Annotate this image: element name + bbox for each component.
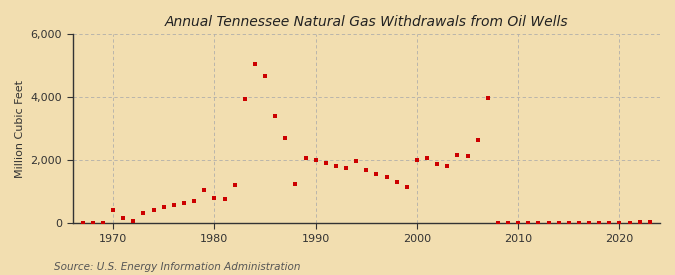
- Point: [554, 221, 564, 225]
- Point: [462, 154, 473, 159]
- Y-axis label: Million Cubic Feet: Million Cubic Feet: [15, 80, 25, 178]
- Point: [594, 221, 605, 225]
- Point: [543, 221, 554, 225]
- Point: [179, 200, 190, 205]
- Point: [584, 221, 595, 225]
- Point: [189, 199, 200, 203]
- Point: [442, 164, 453, 168]
- Point: [88, 221, 99, 225]
- Point: [290, 182, 301, 187]
- Point: [219, 197, 230, 202]
- Point: [422, 155, 433, 160]
- Point: [432, 162, 443, 166]
- Point: [371, 172, 382, 176]
- Point: [503, 221, 514, 225]
- Point: [300, 156, 311, 161]
- Point: [402, 185, 412, 189]
- Point: [240, 97, 250, 102]
- Point: [138, 210, 149, 215]
- Point: [351, 159, 362, 163]
- Point: [331, 163, 342, 168]
- Point: [270, 114, 281, 119]
- Point: [280, 136, 291, 140]
- Point: [604, 221, 615, 225]
- Point: [533, 221, 544, 225]
- Point: [452, 153, 463, 157]
- Point: [209, 196, 220, 200]
- Point: [169, 203, 180, 207]
- Point: [341, 166, 352, 170]
- Point: [634, 220, 645, 224]
- Point: [321, 161, 331, 166]
- Point: [118, 216, 129, 220]
- Point: [78, 221, 88, 225]
- Point: [523, 221, 534, 225]
- Point: [483, 96, 493, 100]
- Point: [614, 221, 625, 225]
- Point: [624, 221, 635, 225]
- Point: [564, 221, 574, 225]
- Point: [148, 208, 159, 212]
- Point: [98, 221, 109, 225]
- Title: Annual Tennessee Natural Gas Withdrawals from Oil Wells: Annual Tennessee Natural Gas Withdrawals…: [165, 15, 568, 29]
- Point: [361, 168, 372, 172]
- Point: [128, 218, 139, 223]
- Point: [159, 205, 169, 209]
- Point: [381, 175, 392, 180]
- Point: [472, 138, 483, 142]
- Point: [412, 157, 423, 162]
- Point: [310, 158, 321, 162]
- Point: [493, 221, 504, 225]
- Point: [260, 74, 271, 78]
- Point: [574, 221, 585, 225]
- Text: Source: U.S. Energy Information Administration: Source: U.S. Energy Information Administ…: [54, 262, 300, 272]
- Point: [199, 188, 210, 192]
- Point: [108, 207, 119, 212]
- Point: [513, 221, 524, 225]
- Point: [230, 183, 240, 188]
- Point: [392, 180, 402, 184]
- Point: [250, 62, 261, 66]
- Point: [645, 219, 655, 224]
